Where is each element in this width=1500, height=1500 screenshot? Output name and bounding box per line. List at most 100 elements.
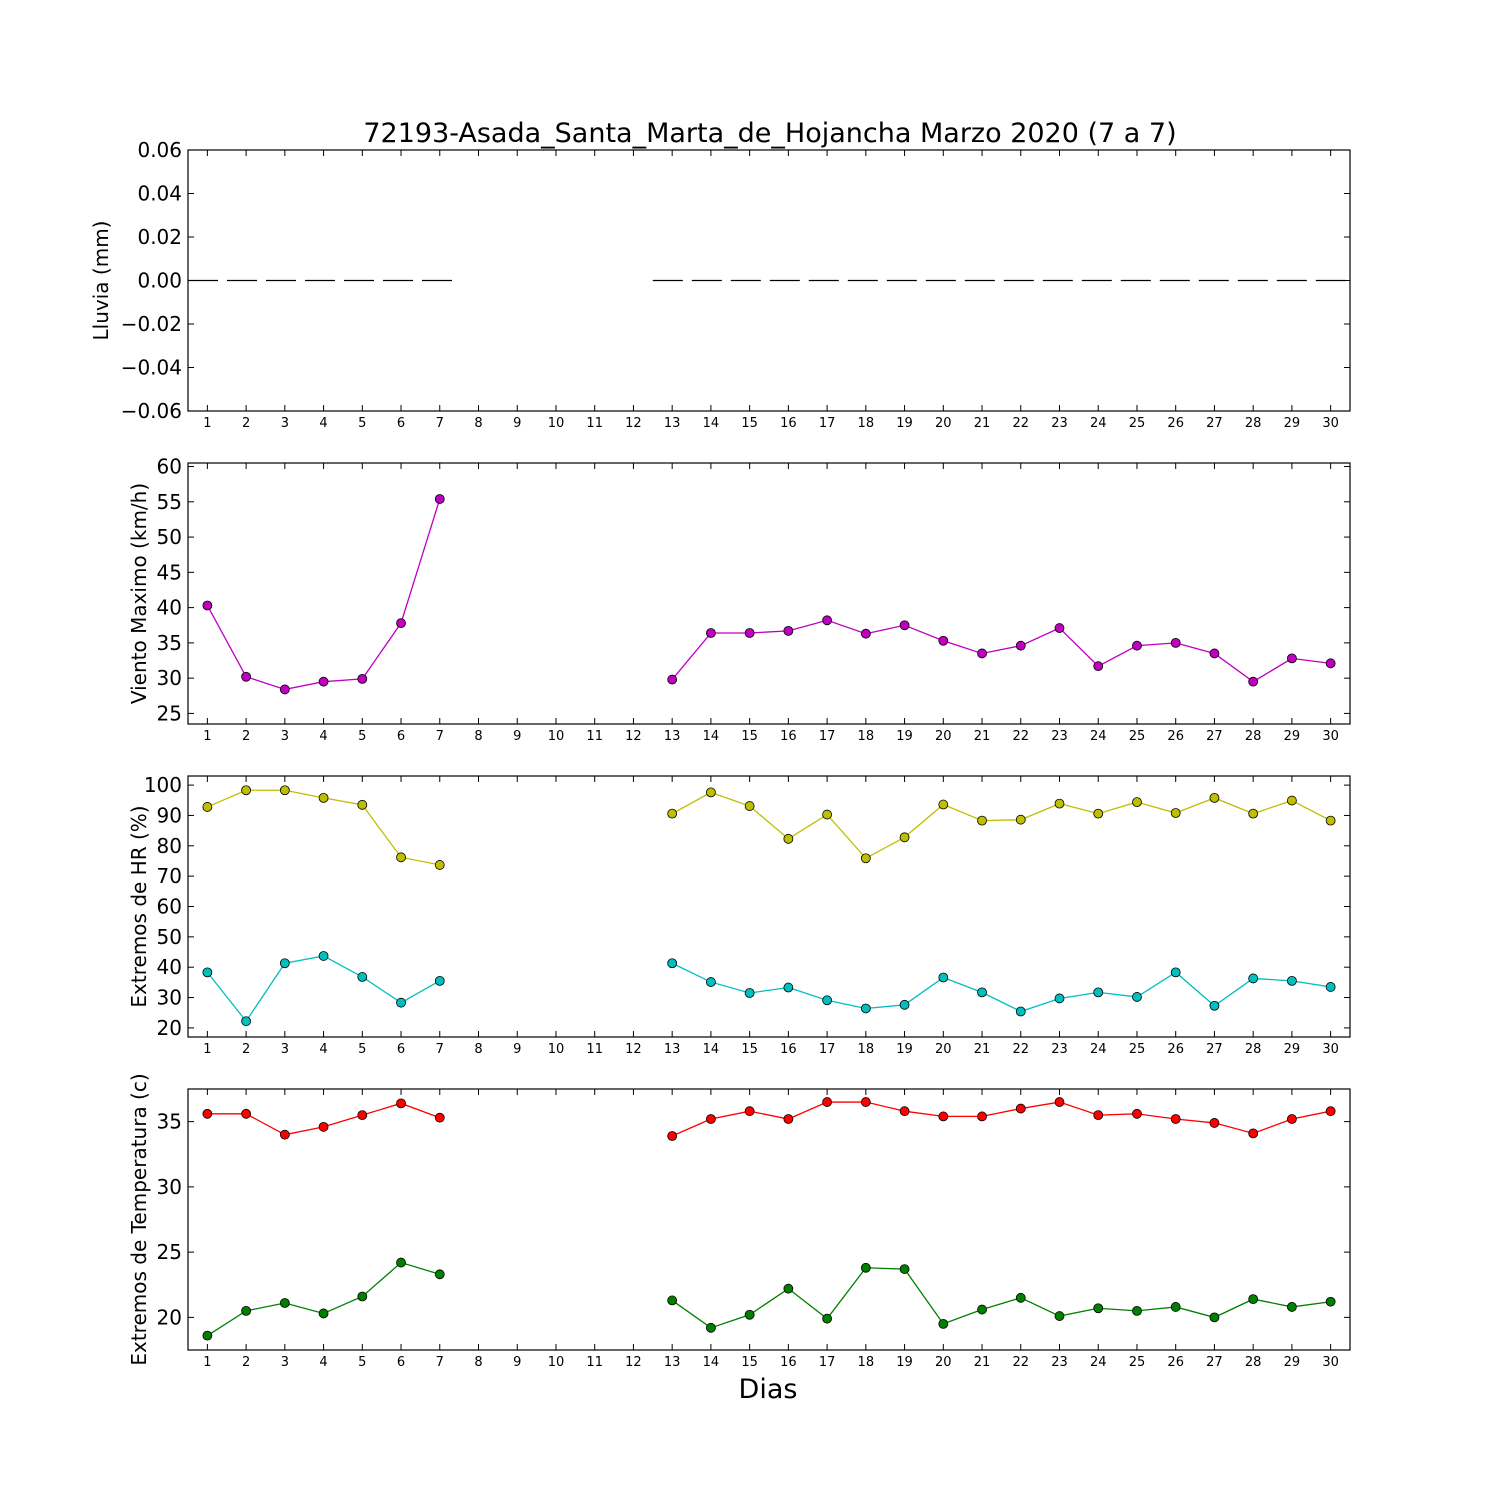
data-point bbox=[706, 1322, 716, 1333]
data-point bbox=[1093, 1110, 1104, 1120]
data-point bbox=[744, 628, 755, 638]
x-tick-label: 3 bbox=[281, 1042, 289, 1057]
data-point bbox=[860, 853, 871, 864]
data-point bbox=[1287, 795, 1297, 806]
data-point bbox=[667, 1295, 678, 1306]
data-point bbox=[396, 997, 406, 1008]
y-tick-label: 0.00 bbox=[137, 269, 182, 293]
data-point bbox=[241, 1305, 252, 1316]
x-tick-label: 14 bbox=[703, 1042, 720, 1057]
data-point bbox=[357, 1110, 368, 1120]
data-point bbox=[1325, 815, 1336, 826]
y-tick-label: 60 bbox=[157, 895, 182, 919]
data-point bbox=[1132, 992, 1142, 1002]
data-point bbox=[899, 1264, 910, 1274]
data-point bbox=[1054, 623, 1065, 633]
x-tick-label: 6 bbox=[397, 1042, 405, 1057]
y-tick-label: 40 bbox=[157, 596, 182, 620]
x-tick-label: 28 bbox=[1245, 416, 1262, 431]
data-point bbox=[202, 802, 213, 812]
x-tick-label: 1 bbox=[203, 416, 211, 431]
x-tick-label: 16 bbox=[780, 729, 797, 744]
data-point bbox=[1287, 975, 1297, 986]
data-point bbox=[667, 808, 678, 819]
y-tick-label: 30 bbox=[157, 666, 182, 690]
data-point bbox=[279, 958, 290, 969]
x-tick-label: 13 bbox=[664, 729, 681, 744]
data-point bbox=[667, 674, 678, 685]
y-tick-label: 60 bbox=[157, 455, 182, 479]
x-tick-label: 23 bbox=[1051, 1355, 1068, 1370]
x-tick-label: 14 bbox=[703, 416, 720, 431]
x-tick-label: 19 bbox=[896, 416, 913, 431]
x-tick-label: 10 bbox=[548, 1355, 565, 1370]
x-tick-label: 15 bbox=[741, 1355, 758, 1370]
x-tick-label: 18 bbox=[858, 1042, 875, 1057]
data-point bbox=[706, 977, 716, 987]
data-point bbox=[938, 635, 949, 646]
x-tick-label: 26 bbox=[1167, 1042, 1184, 1057]
x-tick-label: 1 bbox=[203, 1355, 211, 1370]
x-tick-label: 17 bbox=[819, 1042, 836, 1057]
data-point bbox=[860, 1097, 871, 1107]
data-point bbox=[1170, 967, 1181, 978]
series-line bbox=[671, 1101, 1331, 1137]
y-axis-label: Lluvia (mm) bbox=[89, 221, 113, 341]
x-tick-label: 8 bbox=[474, 729, 482, 744]
data-point bbox=[1209, 792, 1220, 803]
data-point bbox=[860, 1262, 871, 1273]
data-point bbox=[783, 625, 794, 636]
y-tick-label: 0.02 bbox=[137, 225, 182, 249]
data-point bbox=[279, 785, 290, 796]
y-tick-label: 0.06 bbox=[137, 138, 182, 162]
x-tick-label: 4 bbox=[319, 416, 327, 431]
x-tick-label: 21 bbox=[974, 1355, 991, 1370]
data-point bbox=[822, 995, 832, 1006]
y-tick-label: 90 bbox=[157, 803, 182, 827]
x-tick-label: 16 bbox=[780, 1042, 797, 1057]
data-point bbox=[1093, 661, 1104, 672]
y-tick-label: −0.02 bbox=[121, 312, 182, 336]
y-axis-label: Extremos de Temperatura (c) bbox=[127, 1073, 151, 1365]
x-tick-label: 30 bbox=[1322, 416, 1339, 431]
data-point bbox=[783, 833, 794, 844]
y-tick-label: 20 bbox=[157, 1305, 182, 1329]
x-tick-label: 11 bbox=[586, 1042, 603, 1057]
data-point bbox=[1209, 1312, 1220, 1323]
series-line bbox=[671, 791, 1331, 860]
data-point bbox=[744, 1309, 755, 1320]
x-tick-label: 17 bbox=[819, 729, 836, 744]
x-tick-label: 19 bbox=[896, 1042, 913, 1057]
x-tick-label: 18 bbox=[858, 1355, 875, 1370]
data-point bbox=[318, 951, 329, 961]
data-point bbox=[434, 494, 445, 504]
data-point bbox=[1132, 1108, 1142, 1119]
y-tick-label: 55 bbox=[157, 490, 182, 514]
data-point bbox=[1015, 814, 1026, 825]
data-point bbox=[1170, 1302, 1181, 1312]
data-point bbox=[938, 1111, 949, 1122]
series-line bbox=[207, 1261, 440, 1337]
x-tick-label: 30 bbox=[1322, 1042, 1339, 1057]
x-tick-label: 25 bbox=[1129, 416, 1146, 431]
x-tick-label: 22 bbox=[1012, 1042, 1029, 1057]
x-tick-label: 12 bbox=[625, 729, 642, 744]
x-tick-label: 22 bbox=[1012, 729, 1029, 744]
x-tick-label: 24 bbox=[1090, 416, 1107, 431]
data-point bbox=[396, 618, 406, 629]
x-tick-label: 23 bbox=[1051, 416, 1068, 431]
data-point bbox=[318, 676, 329, 687]
x-tick-label: 13 bbox=[664, 1355, 681, 1370]
y-tick-label: 50 bbox=[157, 925, 182, 949]
x-tick-label: 12 bbox=[625, 416, 642, 431]
data-point bbox=[706, 787, 716, 798]
data-point bbox=[434, 1269, 445, 1280]
x-tick-label: 3 bbox=[281, 729, 289, 744]
data-point bbox=[1248, 973, 1259, 984]
x-tick-label: 10 bbox=[548, 1042, 565, 1057]
x-tick-label: 20 bbox=[935, 416, 952, 431]
data-point bbox=[706, 628, 716, 638]
y-tick-label: 25 bbox=[157, 1240, 182, 1264]
data-point bbox=[1325, 982, 1336, 992]
